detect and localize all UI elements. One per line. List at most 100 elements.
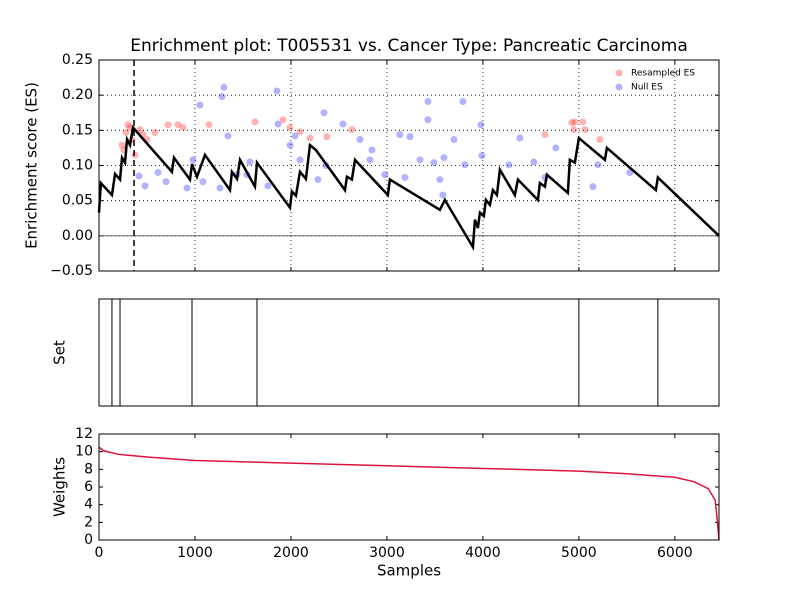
scatter-point (136, 126, 144, 134)
scatter-point (286, 124, 294, 132)
scatter-point (396, 131, 404, 139)
scatter-point (118, 141, 126, 149)
y-tick-label: 0.20 (62, 87, 93, 103)
scatter-point (141, 182, 149, 190)
y-tick-label: 8 (84, 461, 93, 477)
scatter-point (286, 141, 294, 149)
scatter-point (183, 184, 191, 192)
x-tick-label: 5000 (561, 545, 597, 561)
scatter-point (530, 158, 538, 166)
scatter-point (220, 83, 228, 91)
scatter-point (323, 133, 331, 141)
scatter-point (251, 118, 259, 126)
axes-frame (98, 298, 720, 407)
y-axis-label: Enrichment score (ES) (23, 82, 41, 249)
scatter-point (131, 151, 139, 159)
scatter-point (461, 161, 469, 169)
scatter-point (164, 121, 172, 129)
x-tick-label: 6000 (657, 545, 693, 561)
legend-label: Null ES (631, 83, 663, 93)
scatter-point (279, 116, 287, 124)
y-tick-label: 0 (84, 532, 93, 548)
x-tick-label: 2000 (273, 545, 309, 561)
scatter-point (154, 169, 162, 177)
scatter-point (596, 135, 604, 143)
scatter-point (478, 152, 486, 160)
scatter-point (571, 118, 579, 126)
scatter-point (568, 119, 576, 127)
scatter-point (135, 172, 143, 180)
scatter-point (124, 121, 132, 129)
y-tick-label: 0.00 (62, 228, 93, 244)
scatter-point (594, 161, 602, 169)
y-tick-label: −0.05 (50, 263, 93, 279)
legend-marker (615, 69, 623, 77)
y-tick-label: 6 (84, 479, 93, 495)
scatter-point (541, 131, 549, 139)
axes-frame (98, 59, 720, 272)
scatter-point (296, 156, 304, 164)
scatter-point (162, 178, 170, 186)
scatter-point (516, 134, 524, 142)
scatter-point (368, 146, 376, 154)
scatter-point (579, 118, 587, 126)
scatter-point (151, 128, 159, 136)
scatter-point (440, 154, 448, 162)
scatter-point (366, 156, 374, 164)
y-tick-label: 0.05 (62, 193, 93, 209)
y-axis-label: Weights (51, 457, 69, 517)
y-axis-label: Set (51, 340, 69, 365)
scatter-point (199, 178, 207, 186)
scatter-point (246, 158, 254, 166)
scatter-point (339, 120, 347, 128)
scatter-point (505, 161, 513, 169)
scatter-point (552, 144, 560, 152)
scatter-point (589, 183, 597, 191)
scatter-point (570, 126, 578, 134)
scatter-point (424, 116, 432, 124)
line (97, 124, 720, 252)
y-tick-label: 0.15 (62, 122, 93, 138)
scatter-point (218, 93, 226, 101)
scatter-point (314, 176, 322, 184)
scatter-point (291, 132, 299, 140)
scatter-point (401, 173, 409, 181)
scatter-point (196, 101, 204, 109)
scatter-point (430, 159, 438, 167)
scatter-point (174, 121, 182, 129)
scatter-point (406, 133, 414, 141)
scatter-point (273, 87, 281, 95)
y-tick-label: 10 (75, 444, 93, 460)
scatter-point (189, 156, 197, 164)
scatter-point (381, 171, 389, 179)
y-tick-label: 0.10 (62, 158, 93, 174)
y-tick-label: 0.25 (62, 52, 93, 68)
chart-title: Enrichment plot: T005531 vs. Cancer Type… (130, 36, 688, 56)
scatter-point (459, 97, 467, 105)
y-tick-label: 4 (84, 497, 93, 513)
scatter-point (179, 124, 187, 132)
scatter-point (477, 121, 485, 129)
axes-frame (98, 433, 720, 541)
scatter-point (274, 120, 282, 128)
scatter-point (320, 109, 328, 117)
y-tick-label: 12 (75, 426, 93, 442)
scatter-point (348, 126, 356, 134)
y-tick-label: 2 (84, 514, 93, 530)
x-tick-label: 0 (95, 545, 104, 561)
x-tick-label: 4000 (465, 545, 501, 561)
scatter-point (296, 128, 304, 136)
x-tick-label: 1000 (177, 545, 213, 561)
legend-marker (615, 83, 623, 91)
scatter-point (264, 182, 272, 190)
legend-label: Resampled ES (631, 69, 695, 79)
scatter-point (356, 135, 364, 143)
scatter-point (216, 184, 224, 192)
scatter-point (205, 121, 213, 129)
scatter-point (416, 156, 424, 164)
line (98, 446, 720, 541)
scatter-point (122, 128, 130, 136)
scatter-point (450, 135, 458, 143)
